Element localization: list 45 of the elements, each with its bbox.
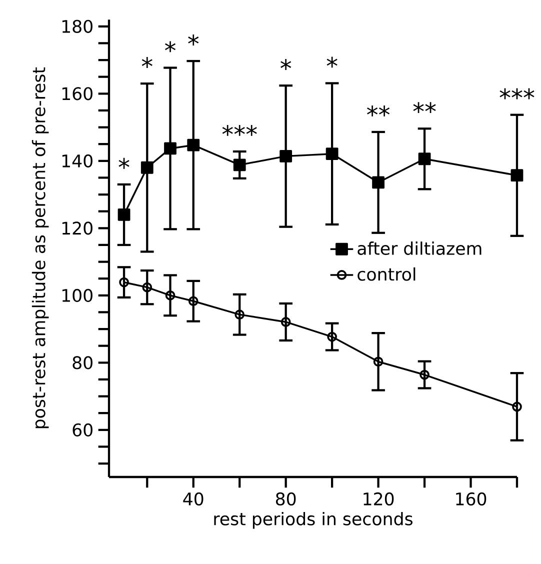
y-tick-label: 120 [62, 222, 92, 235]
x-tick-label: 160 [456, 492, 486, 506]
point [140, 161, 154, 174]
point [142, 282, 152, 292]
point [326, 148, 338, 160]
x-axis-title: rest periods in seconds [214, 512, 412, 529]
point [418, 152, 431, 166]
annotation: * [280, 59, 292, 70]
annotation: * [118, 158, 130, 169]
legend-label: after diltiazem [358, 242, 482, 255]
annotation: * [142, 57, 152, 68]
point [327, 332, 337, 342]
annotation: ** [367, 105, 390, 116]
y-tick-label: 80 [72, 356, 92, 370]
point [510, 169, 524, 182]
point [118, 208, 130, 221]
y-tick-label: 60 [72, 423, 92, 436]
y-tick-label: 100 [62, 288, 92, 302]
point [280, 317, 291, 327]
point [234, 310, 245, 320]
point [119, 277, 129, 288]
point [373, 356, 384, 367]
y-tick-label: 180 [62, 20, 92, 33]
annotation: * [188, 34, 199, 46]
annotation: ** [413, 102, 436, 114]
point [420, 370, 430, 380]
x-tick-label: 40 [183, 492, 204, 506]
point [512, 402, 522, 412]
point [280, 150, 292, 162]
point [164, 142, 176, 155]
legend-label: control [358, 267, 416, 281]
x-tick-label: 120 [364, 492, 394, 506]
annotation: * [164, 41, 176, 52]
point [233, 158, 246, 172]
y-axis-title: post-rest amplitude as percent of pre-rest [32, 67, 49, 428]
x-tick-label: 80 [276, 492, 296, 506]
point [187, 138, 200, 152]
annotation: * [326, 56, 338, 68]
point [165, 290, 176, 300]
y-tick-label: 140 [62, 154, 92, 168]
point [372, 176, 385, 189]
annotation: *** [222, 124, 257, 136]
y-tick-label: 160 [62, 87, 92, 100]
annotation: *** [500, 88, 534, 100]
point [188, 296, 198, 306]
